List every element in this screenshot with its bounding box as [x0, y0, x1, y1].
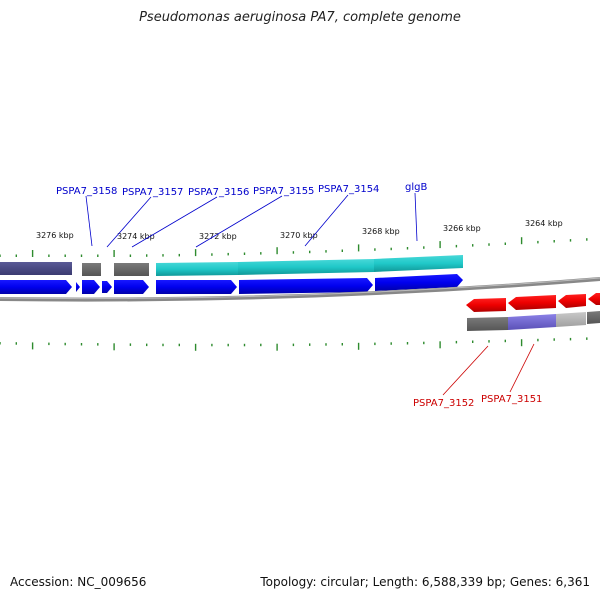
- gene-label[interactable]: PSPA7_3155: [253, 186, 314, 197]
- leader-line: [509, 343, 535, 393]
- feature-block: [587, 311, 600, 324]
- gene-arrow[interactable]: [156, 280, 237, 294]
- gene-labels: PSPA7_3158 PSPA7_3157 PSPA7_3156 PSPA7_3…: [56, 182, 542, 409]
- tick-label: 3264 kbp: [525, 219, 563, 228]
- feature-block: [556, 312, 586, 327]
- gene-arrow[interactable]: [239, 278, 373, 294]
- feature-block: [238, 259, 374, 275]
- feature-block: [0, 262, 72, 275]
- gene-label[interactable]: PSPA7_3151: [481, 394, 542, 405]
- gene-label[interactable]: PSPA7_3154: [318, 184, 379, 195]
- tick-label: 3268 kbp: [362, 227, 400, 236]
- gene-arrow[interactable]: [102, 281, 112, 293]
- leader-line: [131, 196, 218, 248]
- gene-arrow[interactable]: [466, 298, 506, 312]
- gene-arrow[interactable]: [114, 280, 149, 294]
- feature-block: [467, 317, 508, 331]
- backbone: [0, 277, 600, 302]
- feature-block: [114, 263, 149, 276]
- gene-arrow[interactable]: [558, 294, 586, 308]
- tick-label: 3270 kbp: [280, 231, 318, 240]
- gene-label[interactable]: PSPA7_3152: [413, 398, 474, 409]
- map-title: Pseudomonas aeruginosa PA7, complete gen…: [139, 10, 461, 25]
- gene-arrow[interactable]: [82, 280, 100, 294]
- leader-line: [195, 195, 283, 248]
- feature-block: [156, 262, 238, 276]
- tick-label: 3266 kbp: [443, 224, 481, 233]
- gene-arrow[interactable]: [588, 293, 600, 305]
- tick-ring-inner: [0, 337, 588, 351]
- gene-label[interactable]: PSPA7_3157: [122, 187, 183, 198]
- feature-track-reverse: [467, 311, 600, 331]
- feature-block: [82, 263, 101, 276]
- gene-label[interactable]: PSPA7_3156: [188, 187, 249, 198]
- feature-track-forward: [0, 255, 463, 276]
- feature-block: [508, 314, 556, 330]
- gene-arrow[interactable]: [508, 295, 556, 310]
- gene-label[interactable]: PSPA7_3158: [56, 186, 117, 197]
- topology-text: Topology: circular; Length: 6,588,339 bp…: [260, 575, 590, 589]
- accession-text: Accession: NC_009656: [10, 575, 147, 589]
- tick-label: 3272 kbp: [199, 232, 237, 241]
- backbone-highlight: [0, 277, 600, 300]
- gene-arrow[interactable]: [375, 274, 463, 291]
- leader-line: [304, 194, 349, 247]
- cds-track-forward: [0, 274, 463, 294]
- gene-arrow[interactable]: [76, 282, 80, 292]
- tick-label: 3276 kbp: [36, 231, 74, 240]
- leader-line: [442, 345, 489, 396]
- tick-ring-outer: [0, 237, 588, 257]
- gene-arrow[interactable]: [0, 280, 72, 294]
- leader-line: [85, 195, 93, 247]
- feature-block: [374, 255, 463, 272]
- cds-track-reverse: [466, 293, 600, 312]
- leader-line: [106, 196, 152, 248]
- tick-label: 3274 kbp: [117, 232, 155, 241]
- gene-label[interactable]: glgB: [405, 182, 427, 193]
- leader-line: [414, 192, 418, 242]
